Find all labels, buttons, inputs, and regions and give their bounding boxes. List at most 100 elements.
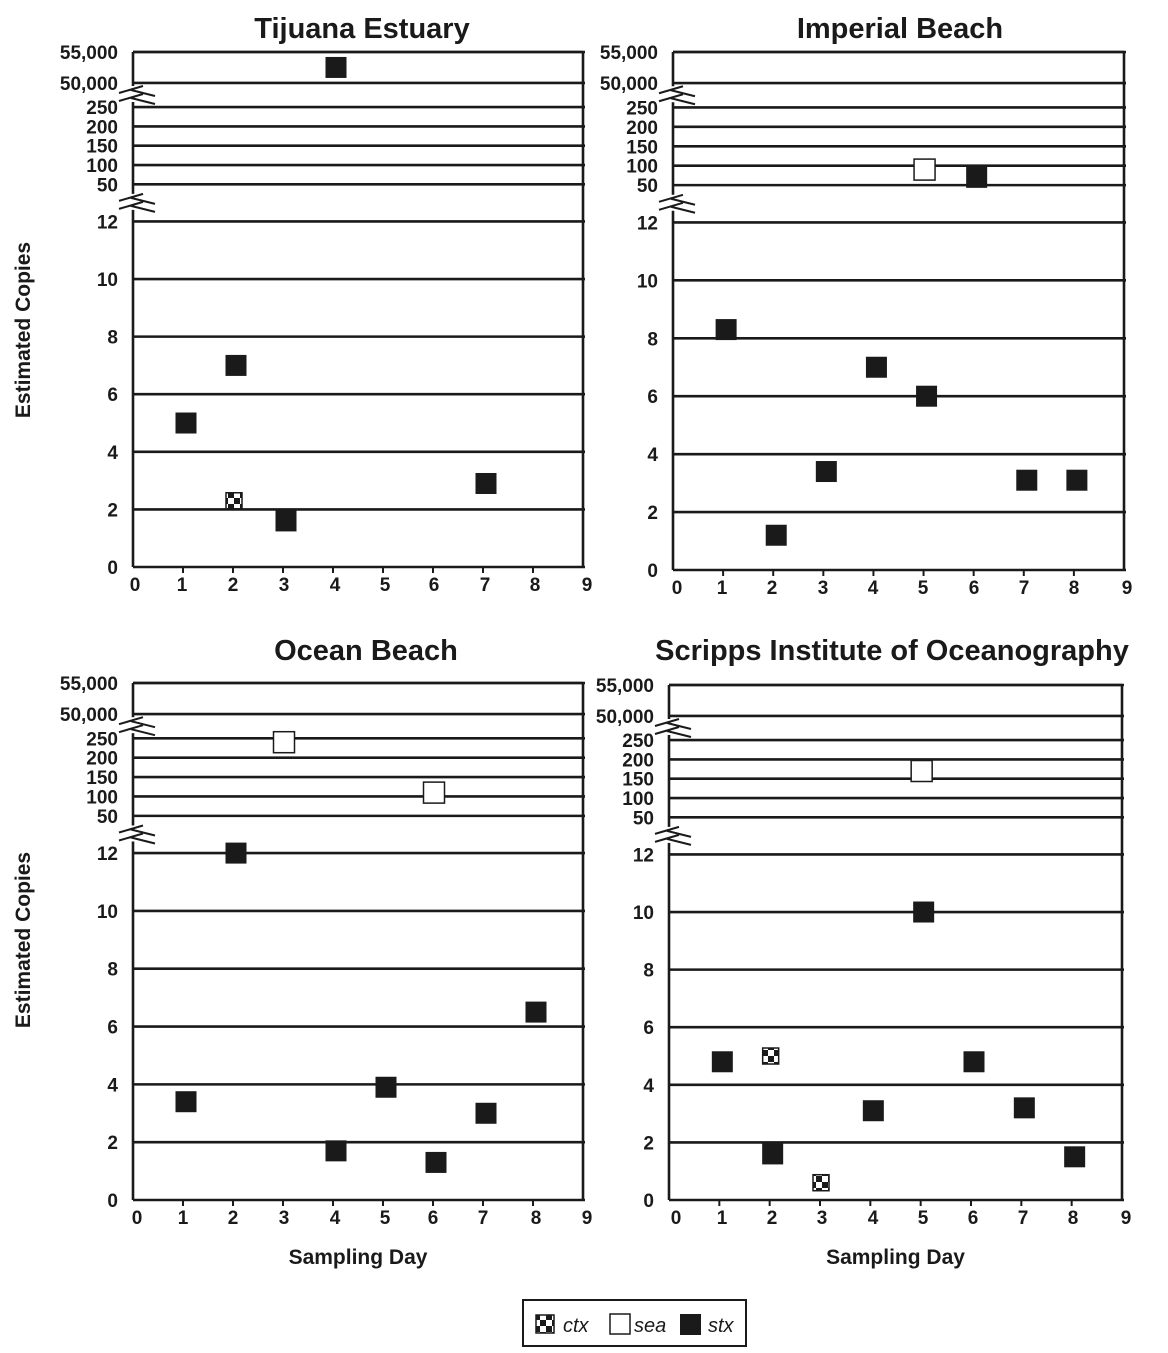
chart-title: Ocean Beach xyxy=(274,635,458,667)
chart-panel-imperial-beach: Imperial Beach0246810125010015020025050,… xyxy=(600,13,1132,599)
x-tick-label: 9 xyxy=(1121,1208,1132,1229)
x-tick-label: 9 xyxy=(582,1208,593,1229)
x-tick-label: 3 xyxy=(279,575,290,596)
y-tick-label: 50 xyxy=(633,808,654,829)
y-tick-label: 50,000 xyxy=(60,74,118,95)
x-tick-label: 1 xyxy=(717,1208,728,1229)
x-tick-label: 3 xyxy=(817,1208,828,1229)
x-tick-label: 1 xyxy=(178,1208,189,1229)
x-tick-label: 4 xyxy=(330,575,341,596)
data-point-sea xyxy=(913,158,936,181)
y-tick-label: 200 xyxy=(626,118,658,139)
data-point-stx xyxy=(913,901,935,923)
y-tick-label: 2 xyxy=(107,1133,118,1154)
y-tick-label: 6 xyxy=(643,1018,654,1039)
axis-break-mark xyxy=(118,824,156,845)
y-tick-label: 6 xyxy=(647,387,658,408)
x-tick-label: 0 xyxy=(130,575,141,596)
data-point-stx xyxy=(175,1091,197,1113)
data-point-stx xyxy=(475,1102,497,1124)
y-tick-label: 12 xyxy=(637,213,658,234)
x-tick-label: 8 xyxy=(530,575,541,596)
axis-break-gap xyxy=(666,826,674,843)
data-point-ctx xyxy=(812,1173,830,1192)
y-tick-label: 2 xyxy=(647,503,658,524)
y-tick-label: 55,000 xyxy=(596,676,654,697)
chart-panel-scripps-institute-of-oceanography: Scripps Institute of Oceanography0246810… xyxy=(596,635,1131,1269)
y-tick-label: 150 xyxy=(622,770,654,791)
axis-break-gap xyxy=(130,193,138,210)
axis-break-mark xyxy=(658,193,696,214)
x-tick-label: 6 xyxy=(969,578,980,599)
y-tick-label: 0 xyxy=(107,558,118,579)
axis-break-gap xyxy=(670,86,678,103)
data-point-stx xyxy=(425,1151,447,1173)
legend: ctx sea stx xyxy=(522,1299,747,1347)
y-tick-label: 8 xyxy=(107,960,118,981)
data-point-stx xyxy=(966,166,988,188)
data-point-stx xyxy=(963,1051,985,1073)
x-tick-label: 3 xyxy=(279,1208,290,1229)
data-point-stx xyxy=(225,354,247,376)
x-tick-label: 2 xyxy=(767,1208,778,1229)
y-axis-label: Estimated Copies xyxy=(12,852,35,1028)
y-tick-label: 250 xyxy=(86,729,118,750)
x-tick-label: 5 xyxy=(380,1208,391,1229)
y-tick-label: 4 xyxy=(643,1076,654,1097)
y-tick-label: 8 xyxy=(107,328,118,349)
y-tick-label: 150 xyxy=(86,768,118,789)
data-point-sea xyxy=(272,730,296,754)
legend-label-stx: stx xyxy=(708,1315,735,1337)
x-tick-label: 2 xyxy=(228,1208,239,1229)
x-tick-label: 4 xyxy=(330,1208,341,1229)
data-point-stx xyxy=(1013,1097,1035,1119)
data-point-stx xyxy=(525,1001,547,1023)
legend-swatch-stx xyxy=(680,1314,701,1335)
data-point-stx xyxy=(865,356,887,378)
data-point-stx xyxy=(916,385,938,407)
x-tick-label: 4 xyxy=(868,1208,879,1229)
x-tick-label: 9 xyxy=(1122,578,1133,599)
y-tick-label: 55,000 xyxy=(600,43,658,64)
y-tick-label: 10 xyxy=(637,271,658,292)
axis-break-mark xyxy=(118,716,156,737)
axis-break-gap xyxy=(670,194,678,211)
x-tick-label: 2 xyxy=(228,575,239,596)
y-tick-label: 10 xyxy=(97,270,118,291)
axis-break-mark xyxy=(658,85,696,106)
axis-break-mark xyxy=(118,85,156,105)
data-point-stx xyxy=(325,1140,347,1162)
y-tick-label: 150 xyxy=(626,137,658,158)
y-tick-label: 10 xyxy=(97,902,118,923)
y-tick-label: 10 xyxy=(633,903,654,924)
y-tick-label: 0 xyxy=(647,561,658,582)
x-tick-label: 8 xyxy=(531,1208,542,1229)
axis-break-gap xyxy=(130,86,138,103)
legend-swatch-sea xyxy=(609,1313,631,1335)
y-tick-label: 200 xyxy=(622,750,654,771)
data-point-stx xyxy=(325,56,347,78)
x-tick-label: 0 xyxy=(671,1208,682,1229)
chart-panel-ocean-beach: Ocean Beach0246810125010015020025050,000… xyxy=(12,635,592,1269)
data-point-stx xyxy=(1066,469,1088,491)
y-tick-label: 12 xyxy=(633,845,654,866)
data-point-stx xyxy=(762,1143,784,1165)
x-tick-label: 1 xyxy=(177,575,188,596)
y-tick-label: 50 xyxy=(97,807,118,828)
x-tick-label: 5 xyxy=(918,1208,929,1229)
y-tick-label: 12 xyxy=(97,212,118,233)
x-tick-label: 6 xyxy=(428,1208,439,1229)
y-tick-label: 0 xyxy=(107,1191,118,1212)
x-tick-label: 5 xyxy=(380,575,391,596)
y-tick-label: 55,000 xyxy=(60,674,118,695)
y-tick-label: 100 xyxy=(86,156,118,177)
data-point-ctx xyxy=(761,1047,780,1065)
y-tick-label: 150 xyxy=(86,137,118,158)
y-tick-label: 8 xyxy=(647,329,658,350)
data-point-stx xyxy=(375,1076,397,1098)
x-tick-label: 7 xyxy=(1019,578,1030,599)
x-tick-label: 1 xyxy=(717,578,728,599)
data-point-stx xyxy=(711,1051,733,1073)
y-axis-label: Estimated Copies xyxy=(12,242,35,418)
data-point-stx xyxy=(815,461,837,483)
